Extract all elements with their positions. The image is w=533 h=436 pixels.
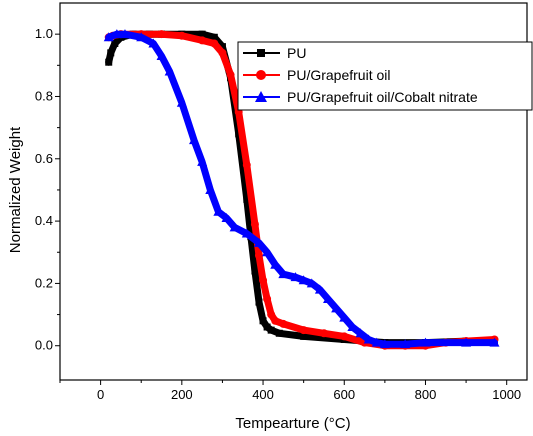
legend-marker-pu-grapefruit-cobalt — [255, 91, 267, 102]
data-point-pu-grapefruit-oil — [340, 332, 349, 341]
y-axis-title: Normalized Weight — [7, 126, 24, 253]
legend-label-pu-grapefruit: PU/Grapefruit oil — [287, 67, 390, 83]
x-axis-title: Tempearture (°C) — [235, 415, 350, 432]
data-point-pu-grapefruit-oil-cobalt-nitrate — [489, 337, 500, 347]
data-point-pu-grapefruit-oil-cobalt-nitrate — [176, 97, 187, 107]
data-point-pu-grapefruit-oil-cobalt-nitrate — [400, 339, 411, 349]
y-tick-label: 1.0 — [35, 26, 53, 41]
data-point-pu-grapefruit-oil — [250, 220, 259, 229]
data-point-pu-grapefruit-oil-cobalt-nitrate — [278, 269, 289, 279]
data-point-pu-grapefruit-oil-cobalt-nitrate — [229, 222, 240, 232]
legend-marker-pu — [257, 49, 265, 57]
data-point-pu — [105, 58, 113, 66]
data-point-pu-grapefruit-oil — [198, 36, 207, 45]
data-point-pu-grapefruit-oil-cobalt-nitrate — [306, 278, 317, 288]
data-point-pu-grapefruit-oil-cobalt-nitrate — [347, 322, 358, 332]
data-point-pu-grapefruit-oil-cobalt-nitrate — [213, 206, 224, 216]
data-point-pu-grapefruit-oil-cobalt-nitrate — [371, 337, 382, 347]
data-point-pu-grapefruit-oil-cobalt-nitrate — [461, 337, 472, 347]
data-point-pu-grapefruit-oil-cobalt-nitrate — [148, 38, 159, 48]
legend-box — [237, 41, 533, 111]
data-point-pu-grapefruit-oil-cobalt-nitrate — [379, 339, 390, 349]
data-point-pu-grapefruit-oil — [299, 326, 308, 335]
y-tick-label: 0.2 — [35, 275, 53, 290]
data-point-pu-grapefruit-oil-cobalt-nitrate — [197, 156, 208, 166]
data-point-pu — [107, 49, 115, 57]
data-point-pu — [218, 43, 226, 51]
data-point-pu-grapefruit-oil-cobalt-nitrate — [241, 228, 252, 238]
data-point-pu-grapefruit-oil-cobalt-nitrate — [221, 212, 232, 222]
data-point-pu — [111, 40, 119, 48]
data-point-pu-grapefruit-oil — [319, 329, 328, 338]
data-point-pu-grapefruit-oil-cobalt-nitrate — [156, 50, 167, 60]
data-point-pu-grapefruit-oil — [279, 319, 288, 328]
data-point-pu-grapefruit-oil — [218, 48, 227, 57]
data-point-pu-grapefruit-oil — [267, 310, 276, 319]
x-tick-label: 400 — [252, 387, 274, 402]
data-point-pu-grapefruit-oil-cobalt-nitrate — [262, 247, 273, 257]
x-tick-label: 600 — [333, 387, 355, 402]
data-point-pu-grapefruit-oil — [157, 30, 166, 39]
data-point-pu — [263, 323, 271, 331]
data-point-pu — [267, 326, 275, 334]
data-point-pu-grapefruit-oil-cobalt-nitrate — [298, 275, 309, 285]
data-point-pu — [259, 317, 267, 325]
data-point-pu — [210, 33, 218, 41]
data-point-pu-grapefruit-oil-cobalt-nitrate — [189, 135, 200, 145]
x-tick-label: 200 — [171, 387, 193, 402]
y-tick-label: 0.8 — [35, 88, 53, 103]
x-tick-label: 800 — [415, 387, 437, 402]
data-point-pu — [198, 30, 206, 38]
data-point-pu-grapefruit-oil-cobalt-nitrate — [355, 328, 366, 338]
data-point-pu — [300, 332, 308, 340]
data-point-pu-grapefruit-oil-cobalt-nitrate — [103, 32, 114, 42]
series-layer — [103, 29, 500, 350]
data-point-pu — [251, 267, 259, 275]
legend-marker-pu-grapefruit — [256, 70, 266, 80]
legend-label-pu: PU — [287, 45, 306, 61]
data-point-pu-grapefruit-oil-cobalt-nitrate — [136, 32, 147, 42]
data-point-pu-grapefruit-oil — [177, 31, 186, 40]
data-point-pu-grapefruit-oil — [263, 294, 272, 303]
legend-label-pu-grapefruit-cobalt: PU/Grapefruit oil/Cobalt nitrate — [287, 89, 478, 105]
data-point-pu-grapefruit-oil-cobalt-nitrate — [420, 337, 431, 347]
data-point-pu — [243, 195, 251, 203]
data-point-pu-grapefruit-oil-cobalt-nitrate — [363, 334, 374, 344]
data-point-pu-grapefruit-oil — [254, 251, 263, 260]
y-tick-label: 0.4 — [35, 213, 53, 228]
data-point-pu-grapefruit-oil-cobalt-nitrate — [253, 237, 264, 247]
plot-frame — [59, 2, 528, 381]
data-point-pu-grapefruit-oil-cobalt-nitrate — [314, 284, 325, 294]
data-point-pu — [255, 298, 263, 306]
data-point-pu-grapefruit-oil-cobalt-nitrate — [339, 312, 350, 322]
x-tick-label: 1000 — [492, 387, 521, 402]
data-point-pu-grapefruit-oil-cobalt-nitrate — [119, 29, 130, 39]
y-tick-label: 0.6 — [35, 151, 53, 166]
legend: PU PU/Grapefruit oil PU/Grapefruit oil/C… — [237, 41, 533, 111]
data-point-pu-grapefruit-oil-cobalt-nitrate — [164, 66, 175, 76]
data-point-pu-grapefruit-oil-cobalt-nitrate — [111, 29, 122, 39]
data-point-pu-grapefruit-oil-cobalt-nitrate — [290, 272, 301, 282]
data-point-pu-grapefruit-oil-cobalt-nitrate — [205, 184, 216, 194]
data-point-pu — [275, 329, 283, 337]
data-point-pu-grapefruit-oil — [271, 316, 280, 325]
series-pu-grapefruit-oil-cobalt-nitrate — [103, 29, 500, 349]
y-tick-label: 0.0 — [35, 338, 53, 353]
data-point-pu-grapefruit-oil — [242, 161, 251, 170]
data-point-pu-grapefruit-oil-cobalt-nitrate — [323, 293, 334, 303]
data-point-pu-grapefruit-oil — [226, 70, 235, 79]
data-point-pu-grapefruit-oil — [210, 39, 219, 48]
data-point-pu-grapefruit-oil-cobalt-nitrate — [331, 303, 342, 313]
data-point-pu-grapefruit-oil-cobalt-nitrate — [270, 259, 281, 269]
x-tick-label: 0 — [97, 387, 104, 402]
axis-ticks: 0 200 400 600 800 1000 0.0 0.2 0.4 0.6 0.8 1.0 — [35, 26, 521, 402]
data-point-pu-grapefruit-oil — [259, 276, 268, 285]
